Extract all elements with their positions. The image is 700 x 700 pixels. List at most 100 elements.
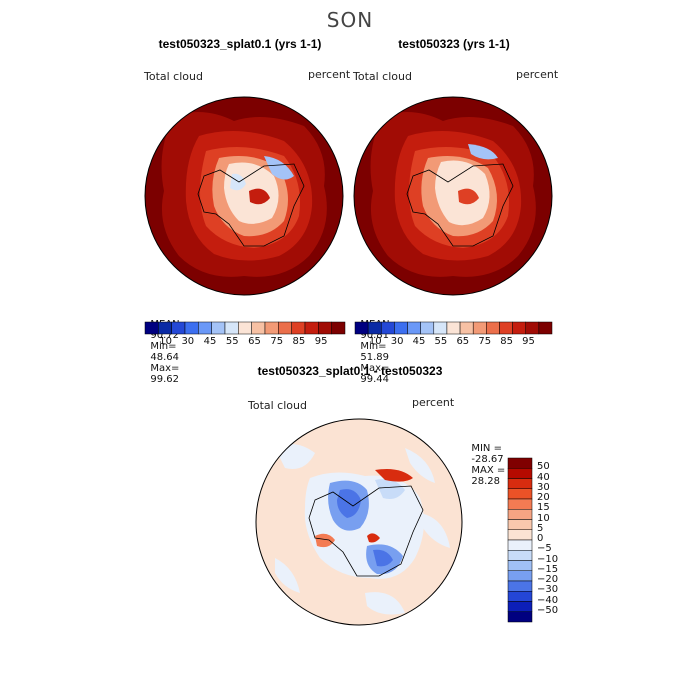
diff-colorbar-tick-label: 10 bbox=[537, 512, 550, 524]
diff-colorbar-swatch bbox=[507, 498, 533, 510]
diff-colorbar-tick-label: −50 bbox=[537, 604, 559, 616]
diff-colorbar-swatch bbox=[507, 611, 533, 623]
diff-colorbar-tick-label: −10 bbox=[537, 553, 559, 565]
panel-1-colorbar-swatch bbox=[278, 321, 292, 335]
panel-1-colorbar-swatch bbox=[291, 321, 306, 335]
diff-colorbar-swatch bbox=[507, 591, 533, 602]
panel-1-title: test050323_splat0.1 (yrs 1-1) bbox=[158, 37, 322, 51]
panel-2-colorbar bbox=[354, 321, 553, 335]
panel-1-map bbox=[144, 96, 344, 296]
diff-colorbar bbox=[507, 457, 533, 623]
diff-colorbar-swatch bbox=[507, 580, 533, 592]
panel-2-colorbar-swatch bbox=[459, 321, 474, 335]
panel-1-colorbar-swatch bbox=[144, 321, 159, 335]
panel-1-colorbar-tick-label: 55 bbox=[225, 336, 239, 347]
panel-2-colorbar-swatch bbox=[525, 321, 540, 335]
diff-colorbar-tick-label: 30 bbox=[537, 481, 550, 493]
panel-2-colorbar-swatch bbox=[394, 321, 408, 335]
diff-colorbar-tick-label: 5 bbox=[537, 522, 544, 534]
diff-colorbar-swatch bbox=[507, 488, 533, 500]
diff-colorbar-swatch bbox=[507, 457, 533, 469]
panel-2-colorbar-tick-label: 10 bbox=[368, 336, 382, 347]
panel-1-variable-label: Total cloud bbox=[144, 70, 203, 83]
diff-colorbar-swatch bbox=[507, 529, 533, 541]
panel-2-colorbar-tick-label: 65 bbox=[456, 336, 470, 347]
panel-1-colorbar-swatch bbox=[171, 321, 186, 335]
panel-1-colorbar-swatch bbox=[238, 321, 252, 335]
panel-2-colorbar-tick-label: 95 bbox=[522, 336, 535, 347]
panel-1-colorbar-swatch bbox=[304, 321, 319, 335]
panel-1-colorbar-tick-label: 10 bbox=[159, 336, 172, 347]
panel-2-colorbar-tick-label: 45 bbox=[412, 336, 426, 347]
diff-colorbar-tick-label: −5 bbox=[537, 543, 552, 555]
panel-2-max-label: Max= bbox=[360, 363, 390, 374]
diff-colorbar-tick-label: −15 bbox=[537, 563, 559, 575]
panel-2-colorbar-swatch bbox=[367, 321, 382, 335]
diff-colorbar-swatch bbox=[507, 601, 533, 612]
diff-units-label: percent bbox=[412, 396, 455, 409]
diff-colorbar-swatch bbox=[507, 550, 533, 561]
season-title: SON bbox=[326, 8, 374, 32]
diff-colorbar-tick-label: 50 bbox=[537, 461, 550, 473]
panel-2-colorbar-swatch bbox=[446, 321, 461, 335]
panel-1-colorbar-swatch bbox=[211, 321, 226, 335]
panel-1-colorbar-tick-label: 45 bbox=[203, 336, 217, 347]
diff-colorbar-swatch bbox=[507, 519, 533, 530]
diff-colorbar-swatch bbox=[507, 478, 533, 489]
diff-colorbar-swatch bbox=[507, 570, 533, 582]
panel-1-colorbar-swatch bbox=[251, 321, 266, 335]
panel-2-mean-value: 90.81 bbox=[360, 330, 389, 341]
diff-max-label: MAX = bbox=[471, 465, 506, 476]
panel-2-min-label: Min= bbox=[360, 341, 387, 352]
panel-2-units-label: percent bbox=[516, 68, 559, 81]
diff-title: test050323_splat0.1 - test050323 bbox=[257, 364, 443, 378]
panel-2-variable-label: Total cloud bbox=[353, 70, 412, 83]
panel-1-colorbar-tick-label: 30 bbox=[181, 336, 195, 347]
panel-1-colorbar bbox=[144, 321, 346, 335]
diff-colorbar-tick-label: −30 bbox=[537, 584, 559, 596]
panel-2-colorbar-swatch bbox=[420, 321, 435, 335]
panel-2-colorbar-tick-label: 30 bbox=[390, 336, 404, 347]
panel-1-colorbar-swatch bbox=[318, 321, 332, 335]
diff-colorbar-swatch bbox=[507, 539, 533, 551]
panel-1-colorbar-swatch bbox=[158, 321, 172, 335]
panel-1-colorbar-tick-label: 85 bbox=[292, 336, 306, 347]
panel-1-colorbar-tick-label: 65 bbox=[248, 336, 261, 347]
diff-colorbar-swatch bbox=[507, 468, 533, 479]
diff-colorbar-tick-label: 40 bbox=[537, 471, 550, 483]
panel-2-colorbar-swatch bbox=[354, 321, 369, 335]
panel-2-colorbar-ticks: 10 30 45 55 65 75 85 95 bbox=[355, 336, 552, 350]
panel-2-title: test050323 (yrs 1-1) bbox=[398, 37, 510, 51]
panel-2-colorbar-swatch bbox=[472, 321, 487, 335]
diff-max-value: 28.28 bbox=[471, 476, 500, 487]
panel-2-colorbar-swatch bbox=[512, 321, 526, 335]
panel-1-min-value: 48.64 bbox=[150, 352, 179, 363]
panel-1-colorbar-swatch bbox=[331, 321, 346, 335]
diff-colorbar-ticks: 50 40 30 20 15 10 5 0 −5 −10 −15 −20 −30 −40 −50 bbox=[537, 458, 577, 622]
panel-1-colorbar-swatch bbox=[264, 321, 279, 335]
diff-colorbar-swatch bbox=[507, 509, 533, 520]
panel-2-min-value: 51.89 bbox=[360, 352, 389, 363]
diff-min-label: MIN = bbox=[471, 443, 502, 454]
panel-1-colorbar-tick-label: 75 bbox=[270, 336, 284, 347]
diff-colorbar-tick-label: −20 bbox=[537, 574, 559, 585]
panel-1-colorbar-tick-label: 95 bbox=[314, 336, 328, 347]
panel-2-colorbar-swatch bbox=[538, 321, 553, 335]
panel-1-max-label: Max= bbox=[150, 363, 180, 374]
panel-2-colorbar-tick-label: 75 bbox=[478, 336, 492, 347]
panel-2-max-value: 99.44 bbox=[360, 374, 389, 385]
panel-1-max-value: 99.62 bbox=[150, 374, 179, 385]
diff-min-value: -28.67 bbox=[471, 454, 504, 465]
panel-2-colorbar-swatch bbox=[433, 321, 448, 335]
diff-colorbar-tick-label: −40 bbox=[537, 594, 559, 606]
panel-1-units-label: percent bbox=[308, 68, 351, 81]
panel-1-colorbar-ticks: 10 30 45 55 65 75 85 95 bbox=[145, 336, 345, 350]
panel-2-map bbox=[353, 96, 553, 296]
panel-2-colorbar-tick-label: 85 bbox=[500, 336, 513, 347]
panel-1-colorbar-swatch bbox=[198, 321, 212, 335]
diff-map bbox=[255, 418, 463, 626]
panel-2-colorbar-swatch bbox=[499, 321, 513, 335]
diff-colorbar-tick-label: 20 bbox=[537, 492, 550, 503]
panel-1-mean-value: 90.72 bbox=[150, 330, 179, 341]
panel-2-colorbar-swatch bbox=[381, 321, 395, 335]
